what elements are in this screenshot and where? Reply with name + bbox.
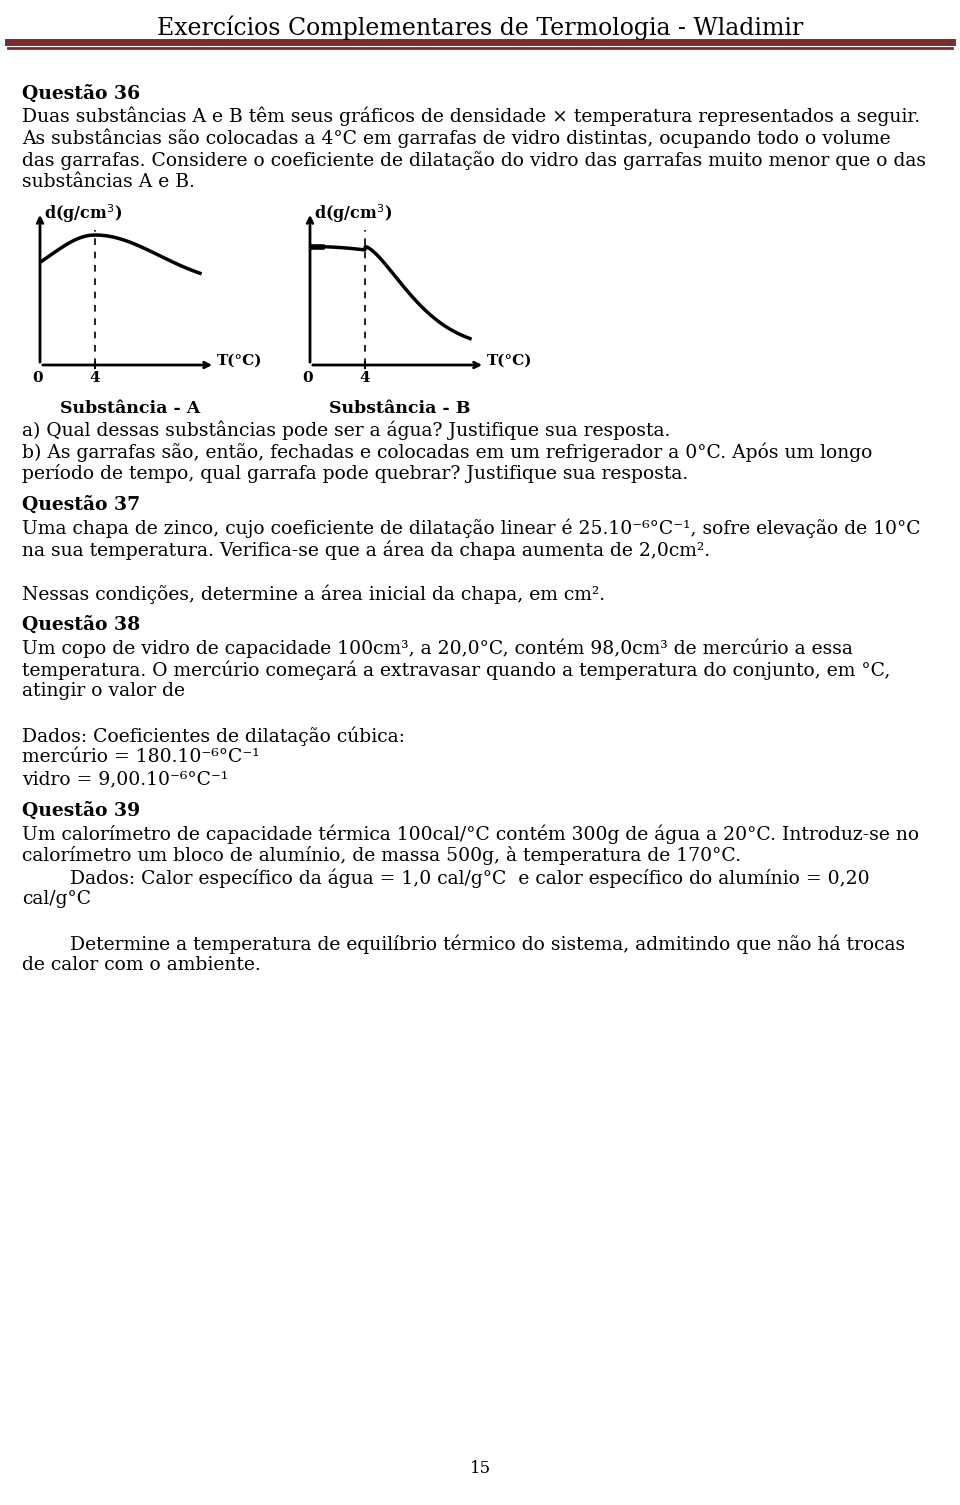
Text: Um copo de vidro de capacidade 100cm³, a 20,0°C, contém 98,0cm³ de mercúrio a es: Um copo de vidro de capacidade 100cm³, a…: [22, 638, 852, 658]
Text: das garrafas. Considere o coeficiente de dilatação do vidro das garrafas muito m: das garrafas. Considere o coeficiente de…: [22, 150, 926, 170]
Text: 15: 15: [469, 1460, 491, 1476]
Text: Dados: Coeficientes de dilatação cúbica:: Dados: Coeficientes de dilatação cúbica:: [22, 725, 405, 745]
Text: Questão 36: Questão 36: [22, 84, 140, 104]
Text: 4: 4: [89, 372, 100, 385]
Text: T(°C): T(°C): [487, 354, 533, 369]
Text: Dados: Calor específico da água = 1,0 cal/g°C  e calor específico do alumínio = : Dados: Calor específico da água = 1,0 ca…: [22, 868, 870, 888]
Text: Substância - A: Substância - A: [60, 400, 200, 417]
Text: As substâncias são colocadas a 4°C em garrafas de vidro distintas, ocupando todo: As substâncias são colocadas a 4°C em ga…: [22, 129, 891, 149]
Text: calorímetro um bloco de alumínio, de massa 500g, à temperatura de 170°C.: calorímetro um bloco de alumínio, de mas…: [22, 846, 741, 865]
Text: Nessas condições, determine a área inicial da chapa, em cm².: Nessas condições, determine a área inici…: [22, 584, 605, 604]
Text: temperatura. O mercúrio começará a extravasar quando a temperatura do conjunto, : temperatura. O mercúrio começará a extra…: [22, 661, 890, 679]
Text: a) Qual dessas substâncias pode ser a água? Justifique sua resposta.: a) Qual dessas substâncias pode ser a ág…: [22, 420, 670, 439]
Text: Questão 37: Questão 37: [22, 497, 140, 515]
Text: período de tempo, qual garrafa pode quebrar? Justifique sua resposta.: período de tempo, qual garrafa pode queb…: [22, 464, 688, 483]
Text: T(°C): T(°C): [217, 354, 262, 369]
Text: Duas substâncias A e B têm seus gráficos de densidade × temperatura representado: Duas substâncias A e B têm seus gráficos…: [22, 107, 920, 126]
Text: b) As garrafas são, então, fechadas e colocadas em um refrigerador a 0°C. Após u: b) As garrafas são, então, fechadas e co…: [22, 442, 873, 462]
Text: 0: 0: [302, 372, 313, 385]
Text: Questão 39: Questão 39: [22, 802, 140, 820]
Text: cal/g°C: cal/g°C: [22, 889, 91, 908]
Text: Exercícios Complementares de Termologia - Wladimir: Exercícios Complementares de Termologia …: [156, 15, 804, 39]
Text: Um calorímetro de capacidade térmica 100cal/°C contém 300g de água a 20°C. Intro: Um calorímetro de capacidade térmica 100…: [22, 825, 919, 843]
Text: Determine a temperatura de equilíbrio térmico do sistema, admitindo que não há t: Determine a temperatura de equilíbrio té…: [22, 935, 905, 954]
Text: Uma chapa de zinco, cujo coeficiente de dilatação linear é 25.10⁻⁶°C⁻¹, sofre el: Uma chapa de zinco, cujo coeficiente de …: [22, 518, 921, 537]
Text: d(g/cm$^3$): d(g/cm$^3$): [314, 202, 393, 224]
Text: 4: 4: [360, 372, 371, 385]
Text: atingir o valor de: atingir o valor de: [22, 682, 185, 700]
Text: mercúrio = 180.10⁻⁶°C⁻¹: mercúrio = 180.10⁻⁶°C⁻¹: [22, 748, 259, 766]
Text: Questão 38: Questão 38: [22, 616, 140, 634]
Text: na sua temperatura. Verifica-se que a área da chapa aumenta de 2,0cm².: na sua temperatura. Verifica-se que a ár…: [22, 540, 710, 560]
Text: vidro = 9,00.10⁻⁶°C⁻¹: vidro = 9,00.10⁻⁶°C⁻¹: [22, 771, 228, 789]
Text: substâncias A e B.: substâncias A e B.: [22, 173, 195, 191]
Text: de calor com o ambiente.: de calor com o ambiente.: [22, 956, 261, 974]
Text: 0: 0: [33, 372, 43, 385]
Text: d(g/cm$^3$): d(g/cm$^3$): [44, 202, 122, 224]
Text: Substância - B: Substância - B: [329, 400, 470, 417]
